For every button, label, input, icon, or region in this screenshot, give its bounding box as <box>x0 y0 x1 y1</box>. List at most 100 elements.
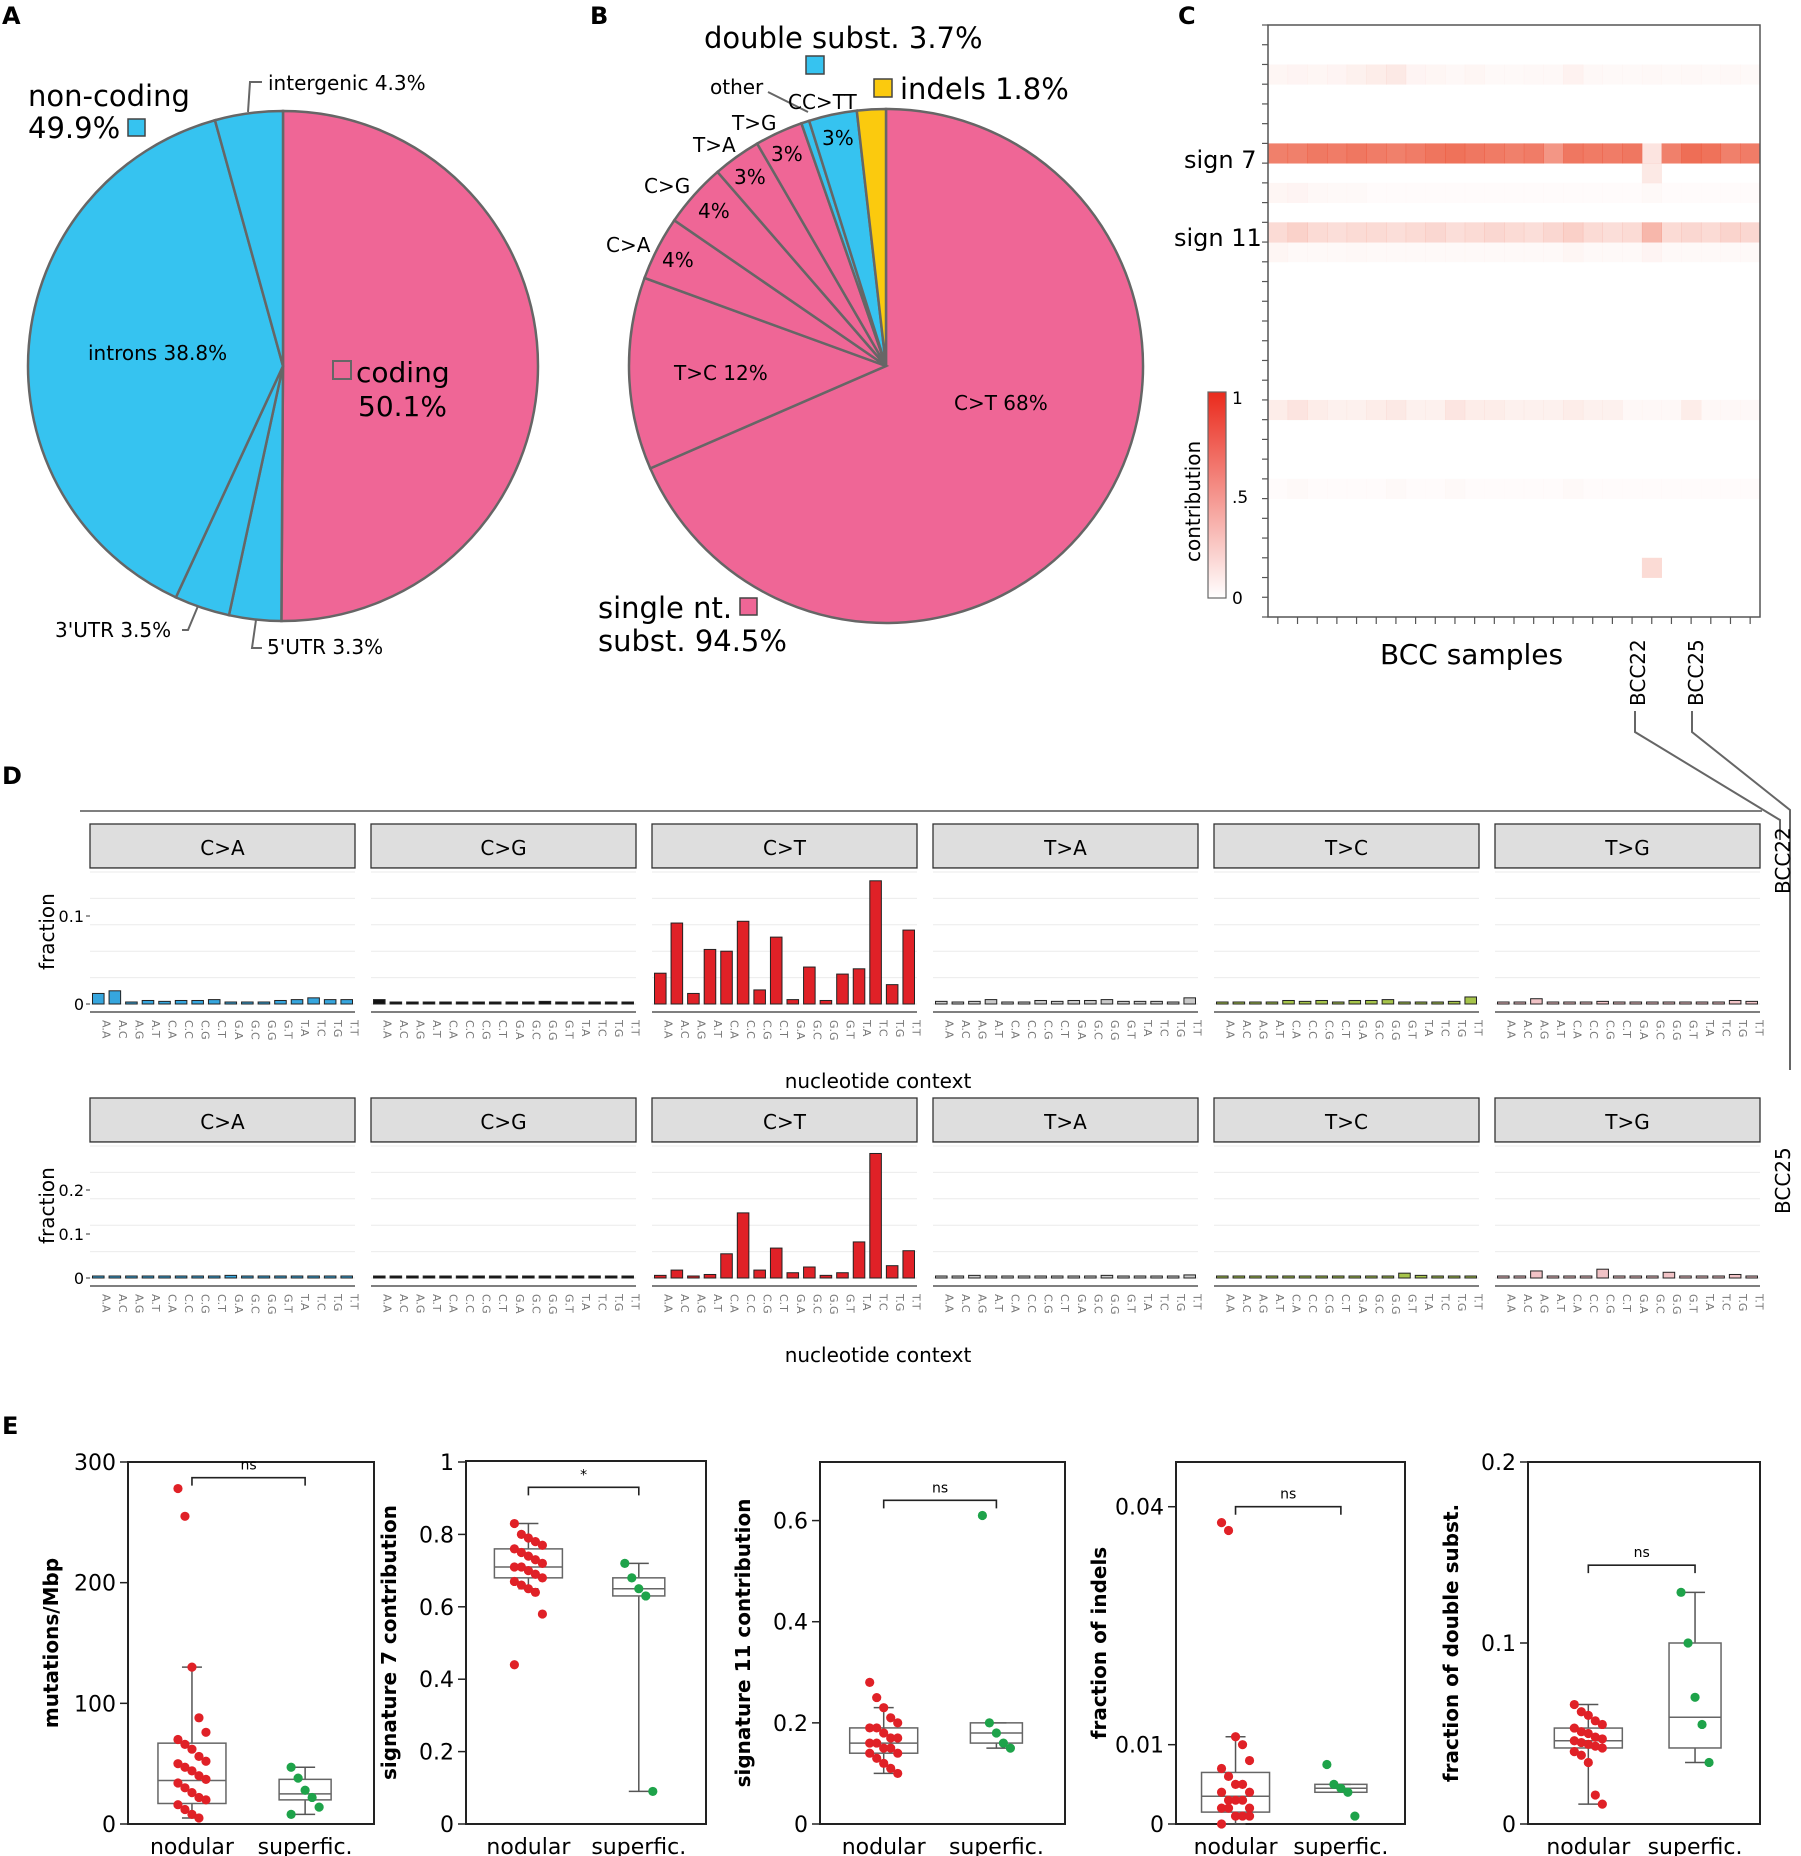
heat-cell <box>1425 222 1446 243</box>
heat-cell <box>1366 242 1386 262</box>
superfic-point <box>648 1786 658 1797</box>
context-tick-label: C.T <box>496 1294 509 1312</box>
facet-title: T>C <box>1324 1110 1368 1134</box>
context-tick-label: A.A <box>1504 1020 1517 1039</box>
context-bar <box>687 1275 700 1279</box>
heat-cell <box>1681 143 1702 164</box>
panel-label-b: B <box>590 2 608 30</box>
heat-cell <box>1543 143 1564 164</box>
context-tick-label: C.C <box>1025 1020 1038 1039</box>
context-tick-label: T.G <box>893 1293 906 1311</box>
scatter-ytick-label: 0 <box>1502 1813 1516 1838</box>
heat-cell <box>1268 222 1289 243</box>
context-tick-label: G.A <box>1356 1020 1369 1040</box>
heat-cell <box>1445 242 1465 262</box>
nodular-point <box>523 1533 534 1543</box>
box-iqr <box>1668 1642 1722 1749</box>
heat-cell <box>1662 183 1682 203</box>
profile-sample-label: BCC25 <box>1771 1147 1795 1214</box>
heat-cell <box>1307 182 1328 203</box>
heat-cell <box>1720 64 1741 85</box>
context-tick-label: A.T <box>430 1294 443 1312</box>
utr5-leader <box>250 619 262 649</box>
heat-cell <box>1405 143 1426 164</box>
context-bar <box>92 992 105 1005</box>
heat-cell <box>1622 479 1642 499</box>
context-bar <box>753 989 766 1005</box>
heat-cell <box>1603 242 1623 262</box>
context-tick-label: A.G <box>1537 1294 1550 1313</box>
heat-cell <box>1386 143 1407 164</box>
heat-cell <box>1307 242 1327 262</box>
context-tick-label: A.T <box>1273 1294 1286 1312</box>
context-tick-label: A.C <box>116 1294 129 1313</box>
nodular-point <box>523 1566 534 1576</box>
context-bar <box>1646 1275 1659 1279</box>
nodular-point <box>1583 1728 1593 1739</box>
heat-cell <box>1582 143 1603 164</box>
nodular-point <box>516 1529 527 1539</box>
nodular-point <box>893 1748 903 1758</box>
context-tick-label: A.A <box>1223 1020 1236 1039</box>
nodular-point <box>509 1576 519 1587</box>
context-bar <box>1331 1275 1345 1279</box>
heat-cell <box>1327 143 1348 164</box>
heat-cell <box>1740 479 1760 499</box>
heat-cell <box>1681 64 1702 85</box>
box-iqr <box>612 1577 666 1597</box>
nodular-point <box>180 1511 190 1521</box>
pie-chart-genomic-region <box>26 109 540 623</box>
context-tick-label: A.C <box>397 1294 410 1313</box>
cctt-label: CC>TT <box>788 90 858 114</box>
heat-cell <box>1346 399 1367 421</box>
context-bar <box>1315 1275 1328 1279</box>
context-bar <box>1183 997 1196 1005</box>
superfic-point <box>977 1510 988 1521</box>
context-bar <box>1546 1275 1560 1279</box>
heat-cell <box>1445 143 1466 164</box>
heat-cell <box>1366 479 1386 499</box>
context-bar <box>1679 1275 1692 1279</box>
context-bar <box>1034 999 1047 1005</box>
context-tick-label: T.G <box>1455 1019 1468 1037</box>
context-tick-label: T.C <box>1158 1019 1171 1037</box>
heat-cell <box>1484 399 1505 421</box>
context-bar <box>1216 1001 1229 1005</box>
context-bar <box>1365 1275 1378 1279</box>
nodular-point <box>187 1766 197 1776</box>
coding-legend-box <box>332 360 352 380</box>
nodular-point <box>194 1771 204 1781</box>
heat-cell <box>1701 183 1721 203</box>
nodular-point <box>865 1748 875 1758</box>
context-tick-label: C.T <box>215 1294 228 1312</box>
context-bar <box>1017 1275 1031 1279</box>
facet-header <box>89 823 356 869</box>
heat-cell <box>1622 183 1642 203</box>
context-bar <box>207 999 221 1005</box>
context-tick-label: A.C <box>1240 1020 1253 1039</box>
facet-title: C>G <box>480 1110 526 1134</box>
context-bar <box>340 1275 353 1279</box>
facet-panel <box>1214 1142 1479 1286</box>
context-tick-label: A.G <box>694 1294 707 1313</box>
context-tick-label: C.C <box>182 1020 195 1039</box>
nodular-point <box>893 1768 903 1779</box>
nodular-point <box>1237 1795 1248 1805</box>
nodular-point <box>893 1733 903 1743</box>
context-tick-label: G.T <box>1124 1294 1137 1313</box>
context-bar <box>984 1275 998 1279</box>
nodular-point <box>1576 1727 1586 1737</box>
context-bar <box>1282 999 1295 1005</box>
double-subst-label: double subst. 3.7% <box>704 21 983 55</box>
context-tick-label: C.C <box>1587 1020 1600 1039</box>
context-tick-label: G.T <box>843 1020 856 1039</box>
heat-cell <box>1602 143 1623 164</box>
nodular-point <box>537 1540 548 1550</box>
context-tick-label: A.C <box>678 1294 691 1313</box>
context-tick-label: C.T <box>215 1020 228 1038</box>
nodular-point <box>1569 1723 1579 1733</box>
heat-cell <box>1524 479 1544 499</box>
context-bar <box>869 1152 882 1279</box>
nodular-point <box>1590 1741 1600 1751</box>
heat-cell <box>1445 222 1466 243</box>
